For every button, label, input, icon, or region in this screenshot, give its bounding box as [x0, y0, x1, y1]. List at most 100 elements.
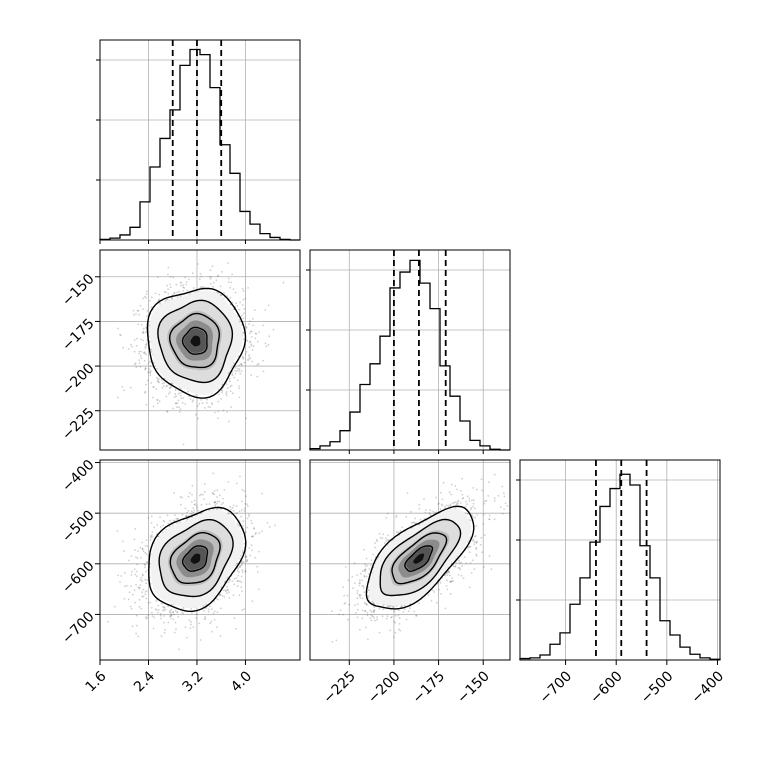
sample-point	[176, 522, 178, 524]
sample-point	[134, 528, 137, 530]
sample-point	[190, 608, 193, 610]
sample-point	[139, 304, 142, 307]
sample-point	[144, 295, 146, 298]
sample-point	[178, 411, 181, 413]
sample-point	[219, 294, 222, 296]
sample-point	[217, 393, 220, 396]
sample-point	[167, 288, 170, 291]
sample-point	[167, 292, 170, 295]
sample-point	[150, 521, 153, 524]
sample-point	[197, 509, 200, 512]
sample-point	[251, 360, 254, 363]
sample-point	[211, 265, 214, 268]
sample-point	[241, 288, 244, 290]
histogram-p2	[519, 473, 721, 660]
sample-point	[156, 402, 159, 405]
sample-point	[140, 556, 142, 559]
sample-point	[158, 400, 161, 403]
sample-point	[253, 309, 256, 311]
sample-point	[138, 313, 140, 316]
contour-line	[157, 299, 234, 384]
sample-point	[151, 536, 154, 538]
sample-point	[163, 608, 165, 611]
sample-point	[220, 398, 223, 400]
sample-point	[182, 443, 185, 446]
sample-point	[233, 376, 236, 379]
sample-point	[195, 617, 198, 619]
sample-point	[135, 366, 138, 368]
sample-point	[143, 352, 146, 355]
sample-point	[240, 561, 243, 564]
sample-point	[223, 489, 226, 491]
sample-point	[141, 331, 144, 334]
sample-point	[138, 598, 141, 601]
sample-point	[172, 407, 175, 410]
sample-point	[167, 605, 169, 607]
sample-point	[153, 361, 155, 364]
sample-point	[264, 342, 267, 345]
sample-point	[208, 605, 211, 608]
sample-point	[256, 565, 259, 568]
sample-point	[204, 407, 206, 409]
sample-point	[233, 578, 236, 580]
sample-point	[134, 362, 137, 365]
sample-point	[157, 535, 160, 538]
sample-point	[240, 586, 243, 588]
sample-point	[204, 615, 207, 618]
sample-point	[130, 555, 133, 557]
sample-point	[245, 555, 248, 557]
sample-point	[171, 297, 173, 300]
sample-point	[166, 298, 169, 301]
sample-point	[166, 284, 169, 287]
sample-point	[176, 611, 179, 613]
sample-point	[242, 290, 245, 292]
sample-point	[129, 386, 132, 389]
sample-point	[163, 291, 166, 293]
sample-point	[140, 607, 143, 610]
sample-point	[203, 490, 206, 493]
sample-point	[217, 274, 220, 277]
sample-point	[192, 511, 195, 514]
sample-point	[216, 291, 219, 294]
sample-point	[238, 385, 240, 387]
sample-point	[180, 282, 183, 284]
sample-point	[238, 370, 240, 372]
sample-point	[170, 613, 173, 616]
sample-point	[246, 339, 249, 342]
sample-point	[190, 501, 193, 503]
sample-point	[173, 631, 176, 634]
sample-point	[176, 406, 178, 409]
sample-point	[153, 616, 156, 619]
sample-point	[138, 586, 141, 589]
sample-point	[247, 358, 250, 361]
sample-point	[136, 309, 139, 312]
sample-point	[255, 333, 258, 335]
sample-point	[179, 408, 182, 411]
sample-point	[209, 277, 212, 280]
sample-point	[196, 507, 198, 509]
sample-point	[228, 597, 231, 599]
sample-point	[214, 500, 217, 503]
sample-point	[236, 570, 239, 572]
sample-point	[180, 387, 183, 390]
sample-point	[189, 398, 192, 400]
sample-point	[179, 295, 182, 297]
contour-line	[146, 287, 247, 399]
sample-point	[155, 388, 158, 390]
sample-point	[149, 374, 152, 376]
sample-point	[160, 635, 163, 638]
sample-point	[246, 560, 249, 562]
sample-point	[157, 453, 159, 455]
sample-point	[219, 607, 222, 610]
sample-point	[173, 291, 176, 294]
sample-point	[146, 379, 149, 382]
sample-point	[211, 492, 214, 494]
sample-point	[238, 387, 241, 390]
sample-point	[133, 363, 136, 366]
sample-point	[175, 517, 178, 520]
sample-point	[144, 544, 147, 547]
sample-point	[268, 526, 271, 528]
sample-point	[258, 550, 260, 553]
sample-point	[184, 403, 187, 405]
sample-point	[147, 371, 150, 374]
